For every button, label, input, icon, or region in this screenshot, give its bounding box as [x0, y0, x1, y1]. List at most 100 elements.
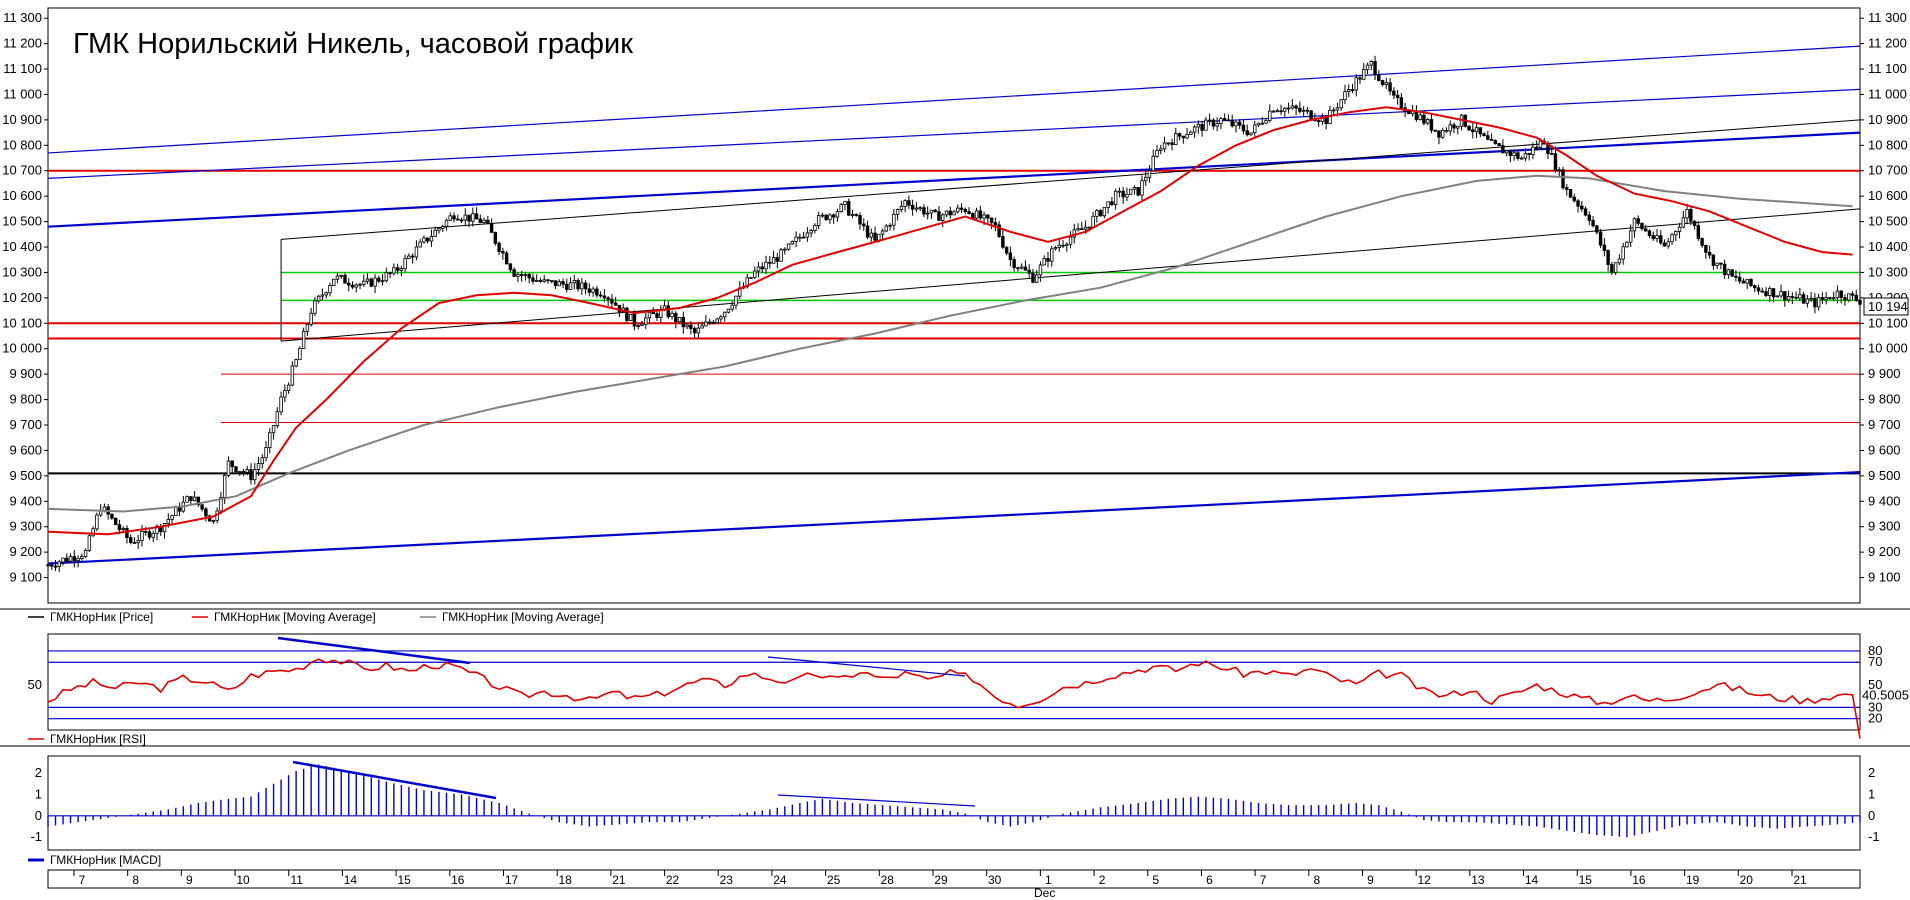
candle-body: [689, 324, 693, 329]
candle-body: [1474, 127, 1479, 133]
legend-macd: ГМКНорНик [MACD]: [50, 853, 161, 867]
candle-body: [1756, 287, 1761, 292]
candle-body: [850, 214, 855, 216]
candle-body: [1004, 246, 1009, 254]
price-tick-right: 10 100: [1868, 315, 1908, 330]
candle-body: [1388, 82, 1392, 92]
candle-body: [798, 236, 802, 239]
candle-body: [151, 533, 155, 538]
candle-body: [1271, 110, 1276, 113]
candle-body: [1196, 123, 1201, 128]
candle-body: [1610, 264, 1614, 273]
candle-body: [884, 225, 889, 232]
candle-body: [1737, 276, 1742, 282]
candle-body: [83, 549, 88, 557]
candle-body: [241, 471, 246, 473]
candle-body: [418, 241, 422, 248]
candle-body: [110, 513, 114, 519]
candle-body: [1790, 296, 1795, 298]
candle-body: [1132, 187, 1137, 190]
candle-body: [1395, 94, 1400, 99]
candle-body: [865, 225, 870, 238]
price-tick-right: 11 000: [1868, 86, 1907, 101]
candle-body: [907, 200, 911, 206]
candle-body: [365, 278, 370, 282]
candle-body: [640, 323, 644, 326]
candle-body: [331, 278, 336, 286]
candle-body: [144, 531, 148, 533]
candle-body: [1117, 190, 1122, 193]
candle-body: [1493, 140, 1498, 144]
candle-body: [373, 277, 377, 287]
price-tick-left: 10 300: [2, 264, 42, 279]
candle-body: [226, 460, 231, 476]
candle-body: [170, 515, 174, 520]
candle-body: [493, 232, 498, 244]
candle-body: [1617, 258, 1622, 264]
candle-body: [1595, 225, 1599, 233]
candle-body: [380, 280, 385, 283]
ma-slow-line: [47, 174, 1853, 513]
candle-body: [1482, 133, 1486, 137]
candle-body: [429, 236, 434, 242]
candle-body: [147, 531, 152, 538]
candle-body: [922, 207, 926, 215]
candle-body: [1373, 61, 1377, 76]
price-tick-right: 9 400: [1868, 493, 1901, 508]
candle-body: [760, 266, 764, 270]
candle-body: [1632, 218, 1637, 232]
rsi-tick-right: 80: [1868, 643, 1882, 658]
candle-body: [1027, 269, 1031, 274]
price-tick-left: 9 300: [9, 519, 42, 534]
candle-body: [1380, 80, 1385, 85]
candle-body: [583, 282, 588, 290]
candle-body: [948, 210, 952, 216]
candle-body: [1783, 291, 1787, 301]
price-tick-right: 10 000: [1868, 341, 1908, 356]
candle-body: [1707, 251, 1712, 256]
price-tick-left: 10 000: [2, 341, 42, 356]
macd-legend: ГМКНорНик [MACD]: [28, 853, 161, 867]
candle-body: [719, 316, 723, 320]
candle-body: [377, 277, 381, 282]
candle-body: [1813, 297, 1817, 308]
date-tick-label: 15: [397, 873, 411, 887]
candle-body: [1828, 297, 1832, 299]
candle-body: [997, 224, 1001, 237]
candle-body: [234, 466, 238, 473]
candle-body: [873, 232, 877, 241]
price-tick-left: 10 900: [2, 112, 42, 127]
price-tick-right: 10 600: [1868, 188, 1908, 203]
candle-body: [140, 531, 144, 541]
candle-body: [647, 311, 652, 319]
date-tick-label: 29: [934, 873, 948, 887]
date-tick-label: 19: [1686, 873, 1700, 887]
candle-body: [519, 274, 524, 277]
candle-body: [268, 432, 272, 448]
candle-body: [57, 561, 61, 568]
candle-body: [1068, 236, 1073, 245]
candle-body: [452, 215, 456, 220]
candle-body: [892, 213, 896, 226]
channel-upper-line: [47, 45, 1861, 154]
candle-body: [264, 447, 268, 459]
price-tick-right: 9 800: [1868, 392, 1901, 407]
candle-body: [1256, 122, 1261, 126]
date-tick-label: 21: [1793, 873, 1807, 887]
candle-body: [1042, 258, 1046, 266]
rsi-legend: ГМКНорНик [RSI]: [28, 732, 146, 746]
date-tick-label: 13: [1471, 873, 1485, 887]
candle-body: [692, 328, 697, 334]
candle-body: [734, 295, 738, 306]
price-tick-left: 9 200: [9, 544, 42, 559]
candle-body: [61, 557, 65, 563]
candle-body: [730, 304, 734, 310]
candle-body: [1290, 105, 1295, 109]
candle-body: [1647, 230, 1652, 236]
candle-body: [1350, 89, 1355, 91]
candle-body: [399, 268, 404, 271]
candle-body: [53, 565, 58, 568]
candle-body: [1241, 124, 1246, 132]
candle-body: [448, 215, 452, 221]
